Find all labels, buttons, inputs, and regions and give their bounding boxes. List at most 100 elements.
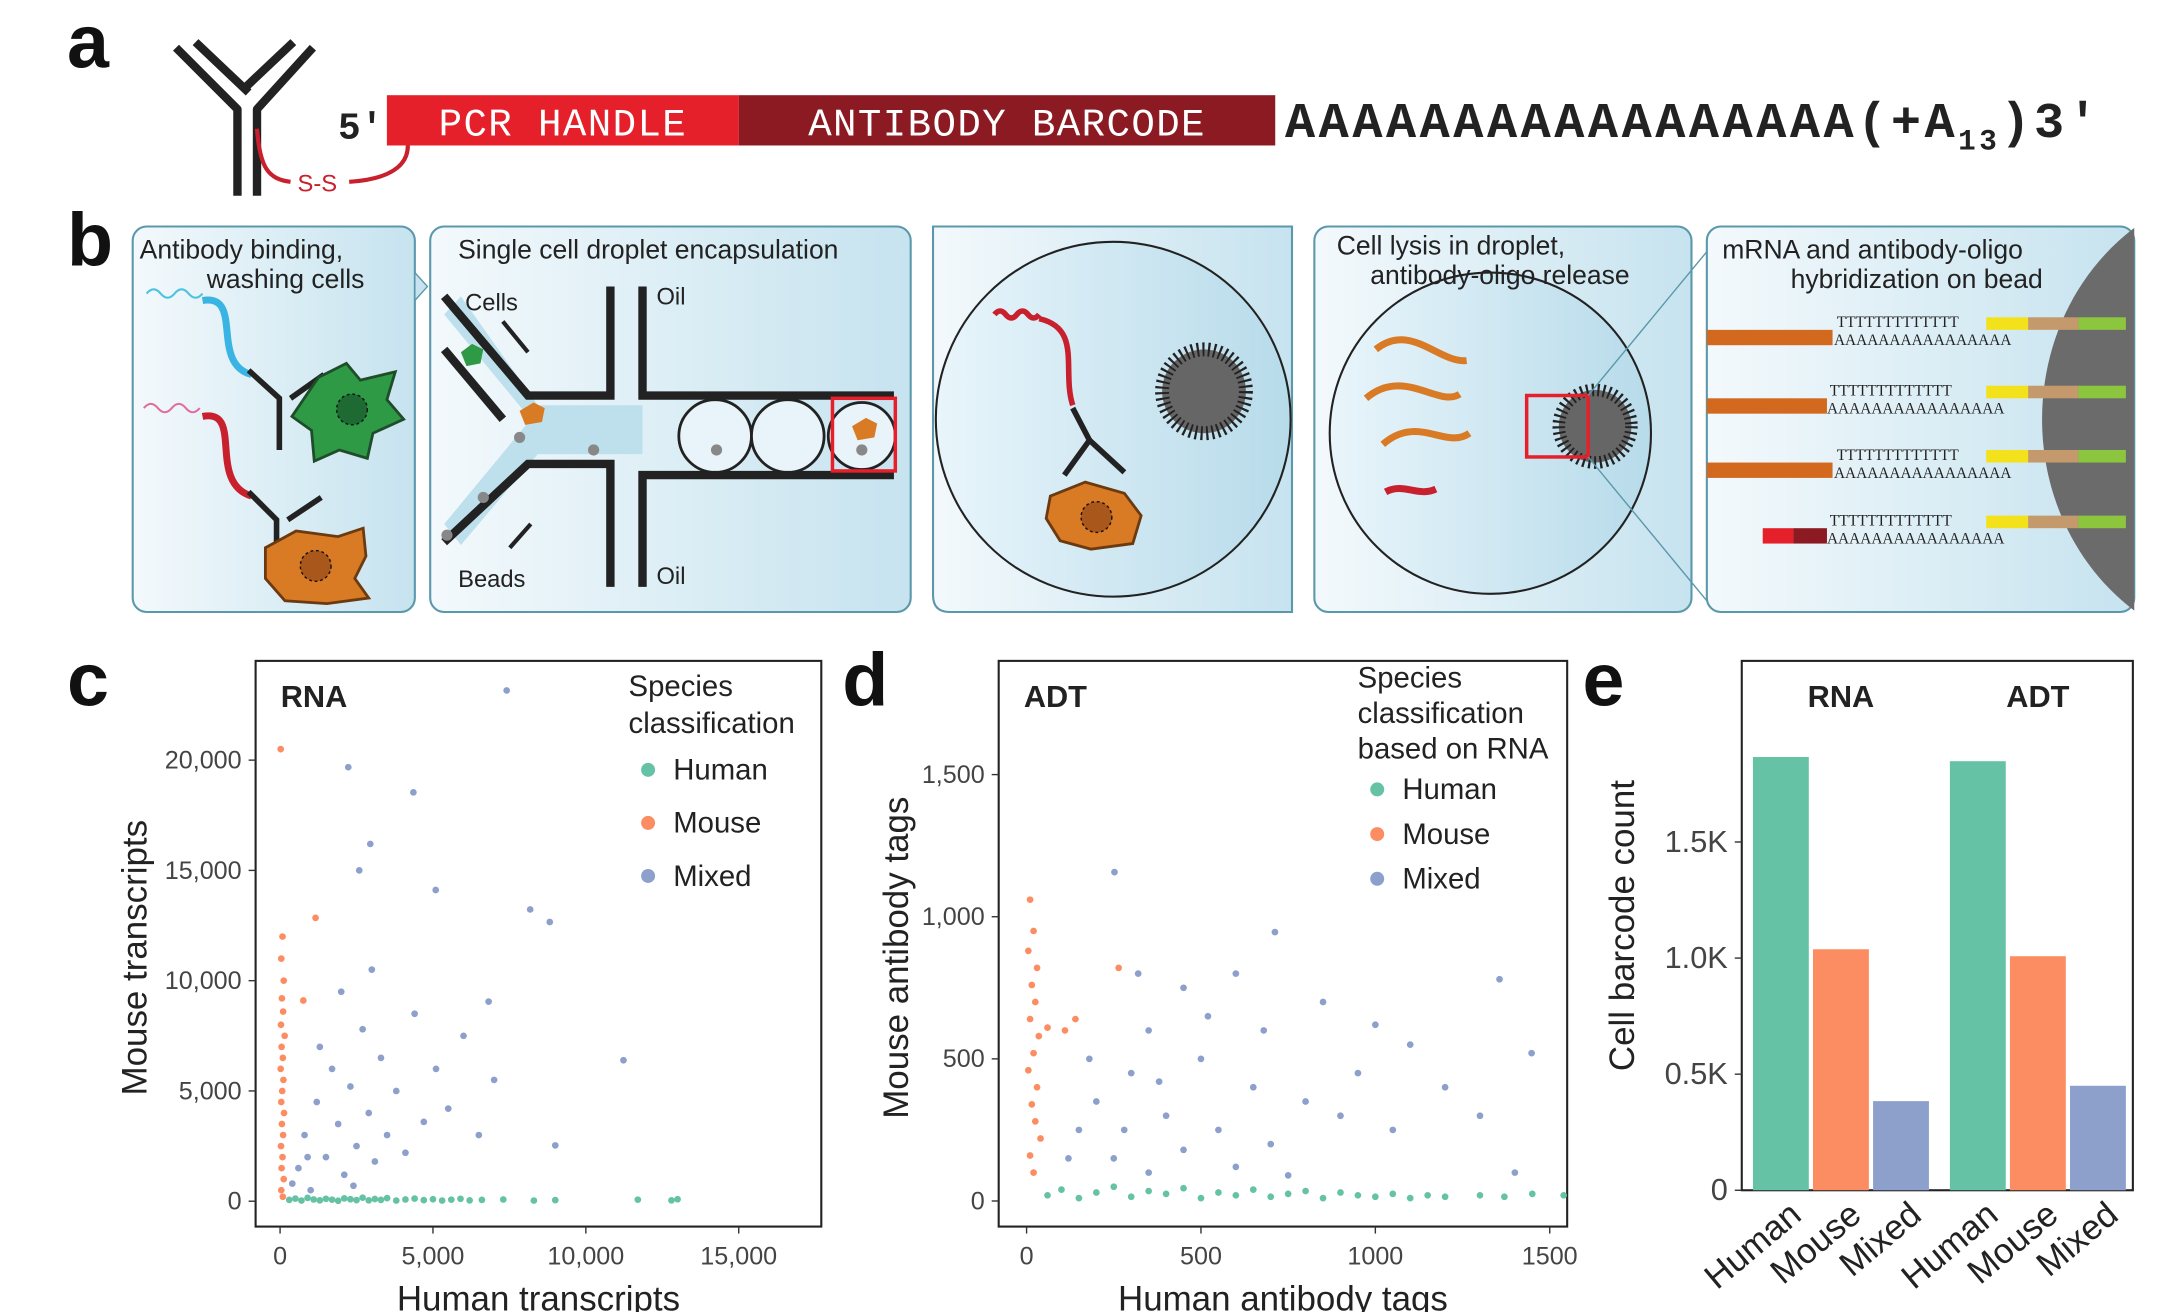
beads (441, 431, 868, 541)
x-axis-title: Human transcripts (397, 1279, 680, 1312)
point (1061, 1027, 1069, 1034)
point (420, 1118, 428, 1126)
pcr-handle: PCR HANDLE (439, 103, 688, 148)
bar (1949, 761, 2006, 1191)
capture-oligos (1706, 329, 1833, 544)
point (1075, 1126, 1083, 1134)
oligo-part (2078, 515, 2126, 529)
step-text: washing cells (206, 264, 365, 294)
point (277, 1065, 285, 1073)
point (1111, 868, 1118, 876)
point (278, 1164, 285, 1172)
legend-title: classification (629, 707, 795, 740)
point (411, 1010, 418, 1018)
point (1232, 1191, 1240, 1199)
panel-label: d (842, 638, 888, 722)
point (304, 1153, 311, 1161)
point (1162, 1190, 1170, 1198)
point (316, 1043, 324, 1051)
oligo-part (1986, 449, 2029, 463)
point (475, 1131, 483, 1139)
point (277, 955, 285, 962)
x-tick-label: 500 (1180, 1242, 1222, 1270)
point (383, 1194, 391, 1202)
legend-swatch (1370, 782, 1385, 797)
point (546, 918, 554, 926)
panel-label: b (67, 198, 113, 282)
barcode-box (738, 95, 1276, 146)
point (1033, 964, 1041, 972)
point (1180, 984, 1187, 992)
point (278, 1087, 286, 1095)
point (457, 1195, 464, 1203)
point (365, 1109, 373, 1117)
point (1155, 1078, 1163, 1085)
point (402, 1149, 409, 1157)
antibody-barcode: ANTIBODY BARCODE (808, 103, 1206, 148)
point (1075, 1194, 1083, 1202)
oligo-part (2078, 449, 2126, 463)
point (368, 966, 376, 973)
point (1110, 1155, 1118, 1162)
point (340, 1171, 348, 1179)
point (1232, 1163, 1240, 1171)
point (1441, 1083, 1449, 1091)
point (490, 1076, 498, 1084)
poly-a: AAAAAAAAAAAAAAAAA(+A (1285, 96, 1958, 153)
point (292, 1195, 299, 1202)
step-text: hybridization on bead (1791, 264, 2043, 294)
point (1031, 1118, 1039, 1125)
point (1134, 970, 1142, 977)
point (288, 1180, 296, 1187)
point (1127, 1069, 1135, 1077)
point (460, 1032, 467, 1040)
point (1033, 1083, 1041, 1091)
point (1406, 1041, 1414, 1048)
point (277, 1098, 285, 1106)
oligo (143, 402, 201, 414)
point (1424, 1191, 1432, 1199)
point (551, 1196, 559, 1204)
y-axis-title: Mouse antibody tags (877, 797, 916, 1119)
x-tick-label: 1000 (1347, 1242, 1403, 1270)
oligo (201, 412, 253, 500)
point (377, 1196, 385, 1204)
point (280, 1076, 287, 1084)
point (1197, 1055, 1205, 1063)
point (383, 1131, 391, 1139)
antibody-icon (173, 39, 316, 196)
point (1026, 896, 1034, 904)
plot-frame (997, 659, 1569, 1228)
point (301, 1131, 308, 1139)
point (1065, 1155, 1072, 1162)
point (1528, 1049, 1535, 1057)
point (499, 1196, 507, 1203)
point (1162, 1112, 1170, 1120)
point (1035, 1032, 1043, 1040)
bar (1812, 949, 1869, 1191)
highlight (1524, 393, 1590, 459)
antibody (1062, 406, 1127, 477)
channels (440, 286, 894, 587)
point (1406, 1194, 1414, 1202)
step-text: Antibody binding, (140, 235, 343, 265)
point (355, 867, 363, 874)
panel-title: ADT (1024, 679, 1087, 714)
point (1145, 1187, 1153, 1195)
point (1086, 1055, 1093, 1063)
point (432, 1065, 440, 1073)
point (353, 1196, 360, 1204)
arrows (501, 320, 533, 550)
point (392, 1087, 400, 1095)
y-tick-label: 5,000 (179, 1077, 242, 1105)
point (1302, 1187, 1309, 1195)
y-axis-title: Cell barcode count (1603, 780, 1642, 1071)
point (530, 1197, 538, 1204)
point (1028, 981, 1036, 989)
point (1441, 1193, 1449, 1201)
y-tick-label: 15,000 (165, 857, 242, 885)
point (1371, 1021, 1379, 1029)
legend-swatch (1370, 827, 1385, 842)
group-label: ADT (2006, 679, 2069, 714)
point (280, 1109, 288, 1117)
